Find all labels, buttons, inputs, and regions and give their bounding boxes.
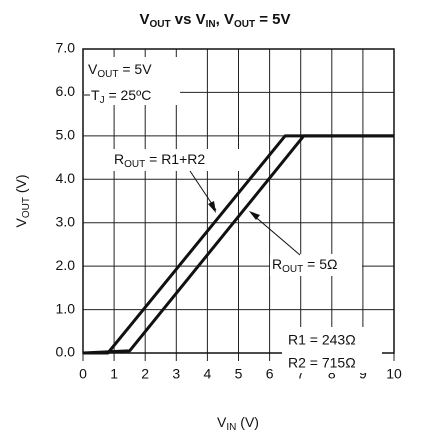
annotation: ROUT = 5Ω — [272, 256, 337, 275]
x-tick-label: 4 — [204, 366, 212, 382]
annotation: R1 = 243Ω — [288, 332, 356, 348]
x-tick-label: 6 — [266, 366, 274, 382]
x-tick-label: 10 — [386, 366, 402, 382]
x-axis-label: VIN (V) — [217, 414, 259, 433]
chart-title-part: = 5V — [255, 11, 290, 28]
chart-title-part: vs V — [171, 11, 206, 28]
x-tick-label: 3 — [172, 366, 180, 382]
y-tick-label: 1.0 — [56, 300, 76, 316]
plot-frame — [82, 48, 395, 354]
x-axis-label-part: (V) — [236, 414, 259, 430]
annotation-part: V — [88, 61, 98, 77]
y-tick-label: 3.0 — [56, 213, 76, 229]
y-axis-label-part: (V) — [13, 174, 29, 197]
chart-title-part: IN — [206, 19, 216, 30]
y-tick-label: 0.0 — [56, 344, 76, 360]
annotation-part: R — [272, 256, 282, 272]
annotation-part: J — [100, 95, 105, 106]
arrow-head — [249, 211, 260, 220]
label-background — [110, 149, 242, 171]
x-tick-label: 9 — [359, 366, 367, 382]
chart-title: VOUT vs VIN, VOUT = 5V — [139, 11, 290, 30]
chart-title-part: , V — [216, 11, 234, 28]
label-background — [282, 327, 382, 373]
y-tick-label: 7.0 — [56, 40, 76, 56]
label-background — [270, 254, 362, 276]
annotation-part: = R1+R2 — [145, 151, 205, 167]
x-tick-label: 8 — [328, 366, 336, 382]
annotation-arrow — [251, 213, 301, 256]
annotation: VOUT = 5V — [88, 61, 152, 80]
y-tick-label: 2.0 — [56, 257, 76, 273]
annotation: R2 = 715Ω — [288, 355, 356, 371]
chart-title-part: OUT — [234, 19, 255, 30]
y-tick-label: 6.0 — [56, 83, 76, 99]
y-axis-label-part: OUT — [21, 197, 32, 218]
annotation: TJ = 25ºC — [91, 87, 151, 106]
arrow-head — [208, 201, 216, 213]
x-axis-label-part: V — [217, 414, 227, 430]
x-tick-label: 7 — [297, 366, 305, 382]
y-tick-label: 5.0 — [56, 127, 76, 143]
x-axis-label-part: IN — [226, 422, 236, 433]
annotation: ROUT = R1+R2 — [114, 151, 205, 170]
chart-title-part: V — [139, 11, 149, 28]
annotation-part: OUT — [282, 264, 303, 275]
annotation-part: = 25ºC — [105, 87, 152, 103]
annotation-part: T — [91, 87, 100, 103]
series-line — [82, 134, 394, 355]
annotation-part: OUT — [97, 69, 118, 80]
annotation-part: OUT — [124, 159, 145, 170]
annotation-part: R — [114, 151, 124, 167]
x-tick-label: 2 — [141, 366, 149, 382]
y-axis-label-part: V — [13, 218, 29, 228]
y-axis-label: VOUT (V) — [13, 174, 32, 227]
y-tick-label: 4.0 — [56, 170, 76, 186]
label-background — [84, 57, 180, 105]
annotation-part: = 5V — [118, 61, 152, 77]
x-tick-label: 5 — [235, 366, 243, 382]
chart-title-part: OUT — [149, 19, 170, 30]
x-tick-label: 1 — [110, 366, 118, 382]
annotation-part: = 5Ω — [303, 256, 337, 272]
x-tick-label: 0 — [79, 366, 87, 382]
